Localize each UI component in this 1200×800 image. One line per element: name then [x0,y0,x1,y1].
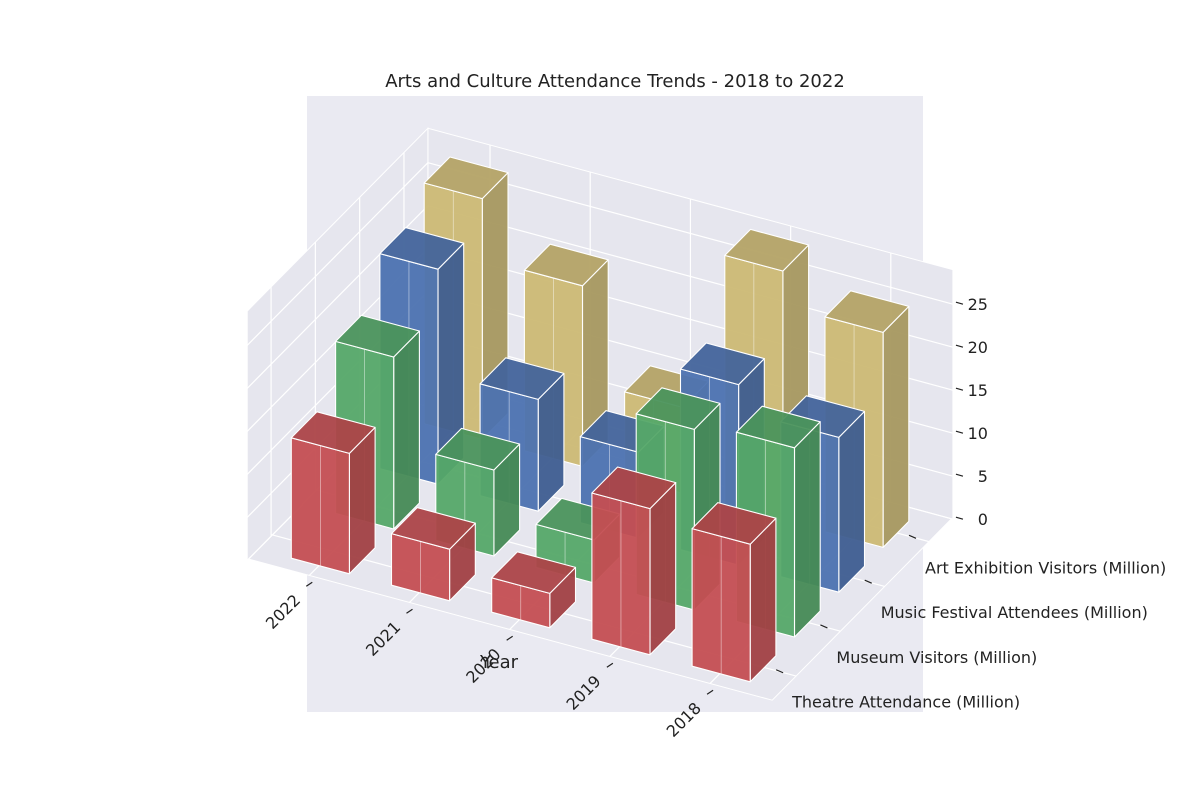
bar-side-face [793,421,821,638]
bars-group [290,156,910,683]
bar-top-face [290,411,376,454]
bar-side-face [393,330,420,530]
z-tick-label: 20 [968,338,988,357]
bar [290,411,376,575]
bar [390,507,476,602]
z-tick [955,387,964,391]
z-tick [955,473,964,477]
bar-side-face [838,410,866,593]
x-tick [305,581,313,587]
bar-top-face [491,551,577,594]
z-tick [955,516,964,520]
side-wall-z-grid-line [246,162,429,346]
bar-side-face [649,482,677,656]
bar-top-face [379,227,465,270]
bar-top-face [523,243,609,287]
z-tick [955,301,964,305]
bar-top-face [735,405,821,449]
bar-top-face [423,156,509,200]
bar-side-face [882,305,910,548]
bar [491,551,577,629]
x-tick [406,608,413,614]
z-tick-label: 10 [968,424,988,443]
chart-title: Arts and Culture Attendance Trends - 201… [385,71,845,92]
z-tick-label: 5 [978,467,988,486]
x-tick [706,689,714,695]
bar-top-face [691,502,777,545]
bar [691,502,777,683]
bar-side-face [749,517,777,683]
x-tick [606,662,614,668]
z-tick-label: 25 [968,295,988,314]
x-axis-label: Year [479,652,519,673]
x-tick-label: 2022 [262,591,304,633]
y-tick [908,534,917,539]
back-wall-z-grid-line [427,162,954,305]
bar-top-face [724,228,810,272]
z-tick-label: 15 [968,381,988,400]
bar-top-face [335,314,420,358]
z-tick-label: 0 [978,510,988,529]
y-tick-label: Art Exhibition Visitors (Million) [925,558,1166,577]
bar-top-face [390,507,476,550]
y-tick [775,669,784,674]
y-tick-label: Music Festival Attendees (Million) [881,603,1148,622]
y-tick-label: Theatre Attendance (Million) [791,693,1020,712]
bar-top-face [435,427,521,471]
bar-top-face [591,466,677,510]
bar [591,466,677,656]
y-tick-label: Museum Visitors (Million) [836,648,1037,667]
bar-top-face [824,290,910,333]
y-tick [864,579,872,584]
x-tick [506,635,514,641]
y-tick [820,624,828,629]
bar-top-face [479,357,565,400]
bar-top-face [635,387,721,430]
z-tick [955,430,964,434]
z-tick [955,344,964,348]
bar-top-face [679,342,765,386]
